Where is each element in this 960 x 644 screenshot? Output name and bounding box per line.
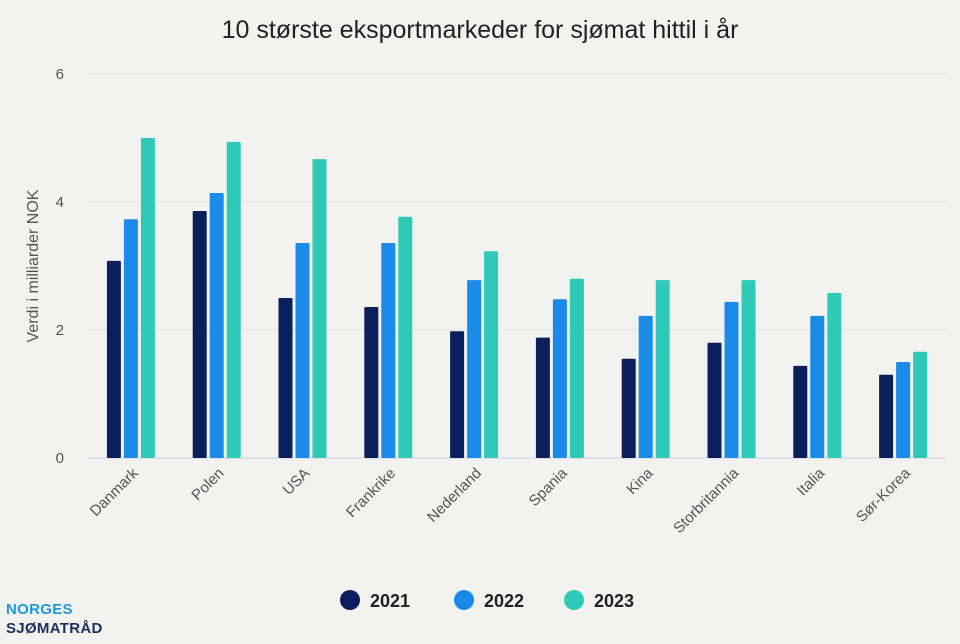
y-tick-label: 4 (56, 194, 64, 211)
x-tick-label: Spania (526, 464, 572, 510)
bar-2021-Frankrike (364, 306, 379, 458)
bar-2021-Italia (793, 365, 808, 458)
bar-2021-Sør-Korea (879, 374, 894, 458)
norges-sjomatrad-logo: NORGES SJØMATRÅD (6, 600, 103, 638)
bar-2022-Italia (810, 315, 825, 458)
bar-2021-USA (278, 298, 293, 458)
x-tick-label: Sør-Korea (853, 464, 914, 525)
legend-marker-2021 (340, 590, 360, 610)
legend-label: 2022 (484, 591, 524, 611)
y-tick-label: 2 (56, 322, 64, 339)
y-tick-label: 6 (56, 66, 64, 83)
logo-line-1: NORGES (6, 601, 73, 618)
bar-2022-Frankrike (381, 242, 396, 458)
x-tick-label: Storbritannia (670, 464, 743, 537)
bar-2023-Frankrike (398, 216, 413, 458)
x-tick-label: Polen (188, 465, 227, 504)
bar-2023-Danmark (140, 138, 155, 458)
y-tick-label: 0 (56, 450, 64, 467)
bar-2023-Polen (226, 141, 241, 458)
bar-2023-Spania (569, 278, 584, 458)
bar-2021-Storbritannia (707, 342, 722, 458)
bar-2023-Italia (827, 292, 842, 458)
bar-2022-Storbritannia (724, 301, 739, 458)
y-axis-label: Verdi i milliarder NOK (25, 189, 42, 342)
x-tick-label: Danmark (87, 464, 142, 519)
bar-2022-Spania (552, 299, 567, 458)
chart-title: 10 største eksportmarkeder for sjømat hi… (222, 16, 739, 44)
bar-2021-Danmark (106, 260, 121, 458)
legend-marker-2022 (454, 590, 474, 610)
bar-2022-Danmark (123, 219, 138, 458)
bar-2023-Nederland (484, 251, 499, 458)
bar-2021-Kina (621, 358, 636, 458)
logo-line-2: SJØMATRÅD (6, 620, 103, 637)
bar-2023-Kina (655, 280, 670, 458)
x-tick-label: Nederland (424, 465, 485, 526)
bar-2023-USA (312, 159, 327, 458)
bar-2022-Nederland (467, 280, 482, 458)
x-tick-label: Italia (794, 464, 829, 499)
legend-label: 2023 (594, 591, 634, 611)
bar-2022-Kina (638, 315, 653, 458)
bar-2021-Nederland (450, 331, 465, 458)
bar-2022-Polen (209, 193, 224, 459)
bar-2023-Sør-Korea (913, 351, 928, 458)
legend-marker-2023 (564, 590, 584, 610)
bar-2022-Sør-Korea (896, 362, 911, 458)
x-tick-label: Frankrike (343, 465, 399, 521)
bar-2021-Polen (192, 210, 207, 458)
x-tick-label: USA (279, 465, 313, 499)
bar-2023-Storbritannia (741, 280, 756, 458)
x-tick-label: Kina (623, 464, 657, 498)
bar-2021-Spania (535, 337, 550, 458)
legend-label: 2021 (370, 591, 410, 611)
bar-2022-USA (295, 242, 310, 458)
